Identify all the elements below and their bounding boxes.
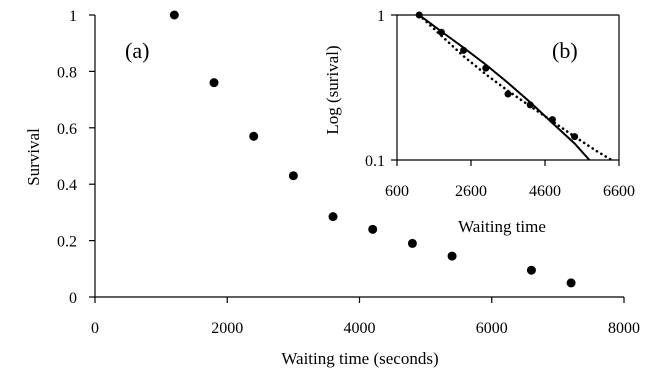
panel-b-y-axis-title: Log (surival) <box>323 45 342 134</box>
panel-a-x-tick-label: 6000 <box>476 320 508 337</box>
panel-b-background <box>397 15 619 160</box>
panel-a-x-axis-title: Waiting time (seconds) <box>281 349 438 368</box>
panel-b-data-point <box>437 28 445 36</box>
panel-b-x-tick-label: 600 <box>385 183 409 200</box>
panel-b-label: (b) <box>552 38 578 63</box>
panel-a-y-axis-title: Survival <box>24 128 43 186</box>
panel-a-y-ticks: 0 0.2 0.4 0.6 0.8 1 <box>57 8 95 307</box>
panel-a-data-point <box>566 278 576 288</box>
panel-a-x-tick-label: 4000 <box>344 320 376 337</box>
panel-a: 0 0.2 0.4 0.6 0.8 1 0 2000 4000 6000 8000 (a) Wai… <box>24 8 640 368</box>
panel-a-data-point <box>407 238 417 248</box>
panel-b-x-ticks: 600 2600 4600 6600 <box>385 160 635 200</box>
panel-b-x-tick-label: 4600 <box>529 183 561 200</box>
panel-a-x-ticks: 0 2000 4000 6000 8000 <box>91 297 640 337</box>
panel-a-data-point <box>328 212 338 222</box>
panel-a-x-tick-label: 2000 <box>211 320 243 337</box>
panel-a-data-point <box>447 251 457 261</box>
panel-b-solid-fit-curve <box>418 14 591 161</box>
panel-a-data-point <box>249 131 259 141</box>
panel-b-data-point <box>504 90 512 98</box>
panel-a-y-tick-label: 0.4 <box>57 177 77 194</box>
panel-b-y-tick-label: 0.1 <box>365 153 385 170</box>
panel-b-x-tick-label: 6600 <box>603 183 635 200</box>
panel-b-data-point <box>482 64 490 72</box>
panel-b-data-point <box>415 11 423 19</box>
panel-a-y-tick-label: 0 <box>69 290 77 307</box>
panel-a-points <box>169 10 576 288</box>
panel-a-y-tick-label: 0.2 <box>57 234 77 251</box>
panel-a-data-point <box>526 265 536 275</box>
panel-b-data-point <box>548 116 556 124</box>
panel-a-y-tick-label: 1 <box>69 8 77 25</box>
panel-b-curves <box>417 13 613 162</box>
panel-b-data-point <box>571 133 579 141</box>
panel-a-data-point <box>209 78 219 88</box>
panel-a-data-point <box>368 224 378 234</box>
panel-a-label: (a) <box>125 38 149 63</box>
panel-a-data-point <box>288 171 298 181</box>
panel-b-points <box>415 11 579 141</box>
panel-a-data-point <box>169 10 179 20</box>
panel-b-y-tick-label: 1 <box>377 8 385 25</box>
panel-b-inset: 0.11 600 2600 4600 6600 (b) Waiting time Lo… <box>323 8 635 236</box>
panel-b-y-ticks: 0.11 <box>365 8 397 170</box>
panel-b-dotted-fit-curve <box>417 13 613 162</box>
panel-a-x-tick-label: 0 <box>91 320 99 337</box>
panel-b-x-tick-label: 2600 <box>455 183 487 200</box>
panel-b-data-point <box>460 46 468 54</box>
panel-b-data-point <box>526 101 534 109</box>
panel-b-x-axis-title: Waiting time <box>458 217 546 236</box>
panel-a-x-tick-label: 8000 <box>608 320 640 337</box>
panel-a-y-tick-label: 0.8 <box>57 64 77 81</box>
panel-a-y-tick-label: 0.6 <box>57 121 77 138</box>
